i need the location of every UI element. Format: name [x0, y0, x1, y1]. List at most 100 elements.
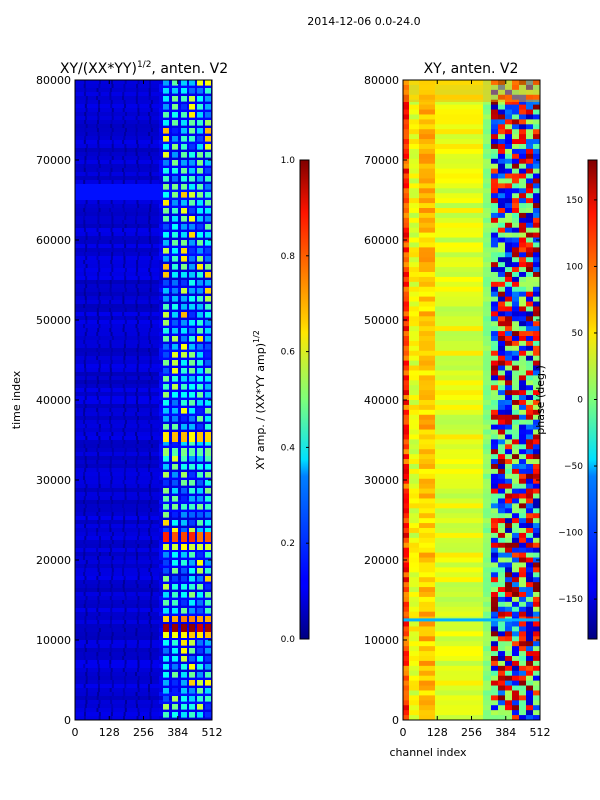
amplitude-cell [189, 608, 195, 614]
amplitude-cell [109, 624, 112, 629]
amplitude-cell [149, 480, 152, 485]
phase-cell [491, 552, 498, 559]
phase-cell [526, 262, 533, 268]
amplitude-cell [96, 696, 99, 701]
phase-cell [519, 582, 526, 588]
amplitude-cell [97, 116, 100, 121]
phase-cell [491, 163, 498, 170]
phase-cell [526, 414, 533, 421]
amplitude-cell [135, 700, 138, 705]
phase-cell [512, 562, 519, 568]
phase-cell [533, 148, 540, 155]
amplitude-cell [75, 700, 159, 705]
amplitude-cell [205, 360, 211, 366]
amplitude-cell [83, 428, 86, 433]
phase-cell [498, 360, 505, 367]
phase-cell [419, 129, 435, 135]
phase-cell [519, 523, 526, 529]
phase-cell [403, 375, 409, 381]
amplitude-cell [83, 652, 86, 657]
phase-cell [533, 596, 540, 603]
amplitude-cell [84, 296, 87, 301]
amplitude-cell [163, 504, 169, 510]
phase-cell [409, 395, 419, 401]
phase-cell [483, 513, 491, 519]
amplitude-feature [163, 616, 169, 622]
phase-cell [533, 326, 540, 332]
amplitude-cell [109, 696, 112, 701]
amplitude-cell [136, 364, 139, 369]
amplitude-cell [136, 640, 139, 645]
amplitude-cell [124, 288, 127, 293]
amplitude-cell [75, 92, 159, 97]
phase-cell [512, 508, 519, 514]
phase-cell [526, 340, 533, 347]
phase-cell [526, 99, 533, 106]
phase-cell [435, 582, 483, 588]
phase-cell [533, 188, 540, 194]
amplitude-cell [197, 696, 203, 702]
amplitude-cell [136, 296, 139, 301]
amplitude-cell [197, 400, 203, 406]
phase-cell [483, 478, 491, 485]
amplitude-cell [97, 684, 100, 689]
amplitude-cell [109, 92, 112, 97]
amplitude-cell [136, 368, 139, 373]
phase-cell [505, 129, 512, 135]
phase-cell [403, 508, 409, 514]
phase-cell [519, 331, 526, 337]
y-tick-label: 50000 [364, 314, 399, 327]
amplitude-cell [75, 416, 159, 421]
phase-cell [505, 478, 512, 485]
phase-cell [403, 651, 409, 657]
phase-cell [498, 513, 505, 519]
phase-cell [409, 532, 419, 539]
amplitude-cell [109, 240, 112, 245]
amplitude-cell [123, 388, 126, 393]
phase-cell [491, 168, 498, 175]
phase-cell [419, 360, 435, 367]
phase-cell [435, 291, 483, 298]
amplitude-cell [83, 580, 86, 585]
phase-cell [512, 134, 519, 140]
phase-cell [419, 483, 435, 490]
phase-cell [533, 208, 540, 214]
phase-cell [435, 685, 483, 691]
phase-cell [519, 695, 526, 701]
amplitude-cell [75, 248, 159, 253]
phase-cell [505, 592, 512, 598]
phase-cell [403, 562, 409, 568]
amplitude-cell [84, 536, 87, 541]
colorbar-tick-label: 1.0 [281, 156, 296, 166]
phase-cell [419, 444, 435, 450]
phase-cell [505, 99, 512, 106]
amplitude-cell [149, 616, 152, 621]
phase-cell [533, 375, 540, 381]
amplitude-colorbar-gradient [299, 159, 310, 640]
amplitude-cell [159, 132, 212, 137]
amplitude-cell [75, 360, 159, 365]
phase-cell [519, 513, 526, 519]
phase-cell [483, 641, 491, 647]
amplitude-cell [98, 368, 101, 373]
phase-cell [403, 306, 409, 312]
amplitude-cell [150, 508, 153, 513]
phase-cell [498, 404, 505, 411]
amplitude-cell [111, 140, 114, 145]
amplitude-cell [75, 624, 159, 629]
phase-cell [505, 326, 512, 332]
phase-cell [409, 468, 419, 475]
phase-cell [512, 286, 519, 293]
amplitude-cell [137, 156, 140, 161]
phase-cell [491, 710, 498, 716]
phase-cell [491, 158, 498, 165]
amplitude-cell [83, 556, 86, 561]
phase-cell [419, 340, 435, 347]
phase-cell [409, 587, 419, 593]
phase-cell [498, 582, 505, 588]
phase-cell [512, 360, 519, 367]
phase-cell [498, 665, 505, 672]
phase-cell [533, 518, 540, 524]
phase-cell [403, 355, 409, 362]
amplitude-cell [96, 280, 99, 285]
